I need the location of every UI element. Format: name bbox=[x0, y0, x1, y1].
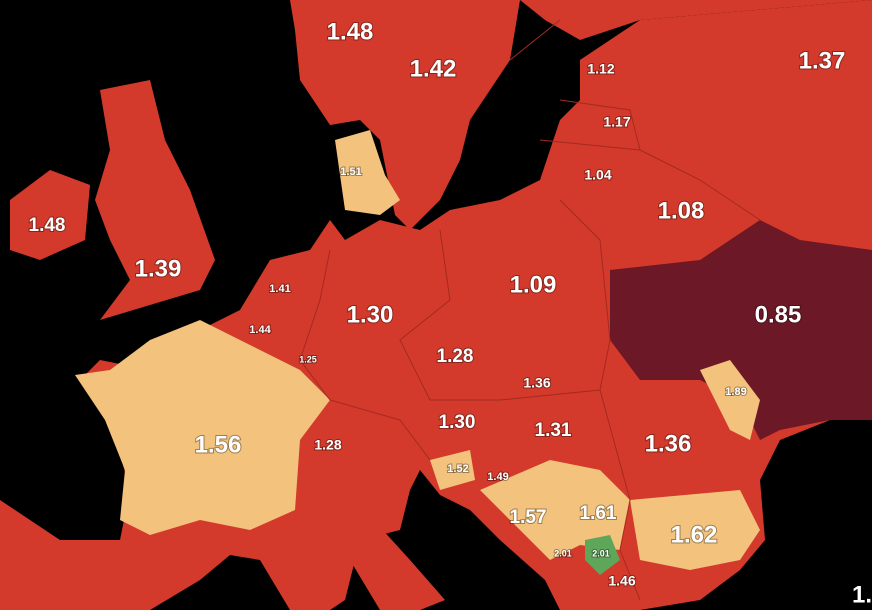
label: 1.31 bbox=[535, 420, 572, 441]
label: 1.17 bbox=[603, 114, 630, 130]
france bbox=[75, 320, 330, 535]
border bbox=[539, 139, 761, 221]
label: 2.01 bbox=[592, 548, 610, 558]
label: 1.37 bbox=[799, 47, 846, 74]
label: 1.52 bbox=[447, 463, 468, 475]
border bbox=[509, 19, 561, 61]
bulgaria bbox=[630, 490, 760, 570]
border bbox=[559, 99, 641, 151]
label: 1.48 bbox=[327, 18, 374, 45]
label: 1.30 bbox=[439, 412, 476, 433]
label: 1.36 bbox=[523, 375, 550, 391]
border bbox=[399, 199, 611, 401]
border bbox=[599, 389, 641, 601]
kosovo bbox=[585, 535, 620, 575]
label: 1.51 bbox=[340, 166, 361, 178]
label: 1.62 bbox=[671, 521, 718, 548]
italy bbox=[330, 505, 445, 610]
label: 1.39 bbox=[135, 255, 182, 282]
label: 1.46 bbox=[608, 573, 635, 589]
western-balkans bbox=[480, 460, 630, 560]
border bbox=[299, 249, 431, 461]
label: 1.25 bbox=[299, 354, 317, 364]
label: 1.41 bbox=[269, 283, 290, 295]
ukraine bbox=[610, 220, 872, 440]
label: 2.01 bbox=[554, 548, 572, 558]
finland bbox=[520, 0, 872, 40]
label: 1.44 bbox=[249, 324, 271, 336]
slovenia bbox=[430, 450, 475, 490]
denmark bbox=[335, 130, 400, 215]
label: 1.28 bbox=[314, 437, 341, 453]
label: 1.36 bbox=[645, 430, 692, 457]
label: 1.42 bbox=[410, 55, 457, 82]
label: 1.89 bbox=[725, 386, 746, 398]
label: 1.04 bbox=[584, 167, 611, 183]
label: 1.09 bbox=[510, 271, 557, 298]
scandinavia bbox=[290, 0, 520, 230]
great-britain bbox=[95, 80, 215, 320]
label: 1.30 bbox=[347, 301, 394, 328]
label: 1.61 bbox=[580, 503, 617, 524]
label: 1.28 bbox=[437, 346, 474, 367]
label: 1.4 bbox=[852, 581, 872, 608]
label: 1.57 bbox=[510, 507, 547, 528]
label: 1.08 bbox=[658, 197, 705, 224]
label: 1.48 bbox=[29, 215, 66, 236]
label: 0.85 bbox=[755, 301, 802, 328]
label: 1.12 bbox=[587, 61, 614, 77]
label: 1.56 bbox=[195, 431, 242, 458]
ireland bbox=[10, 170, 90, 260]
label: 1.49 bbox=[487, 471, 508, 483]
moldova bbox=[700, 360, 760, 440]
